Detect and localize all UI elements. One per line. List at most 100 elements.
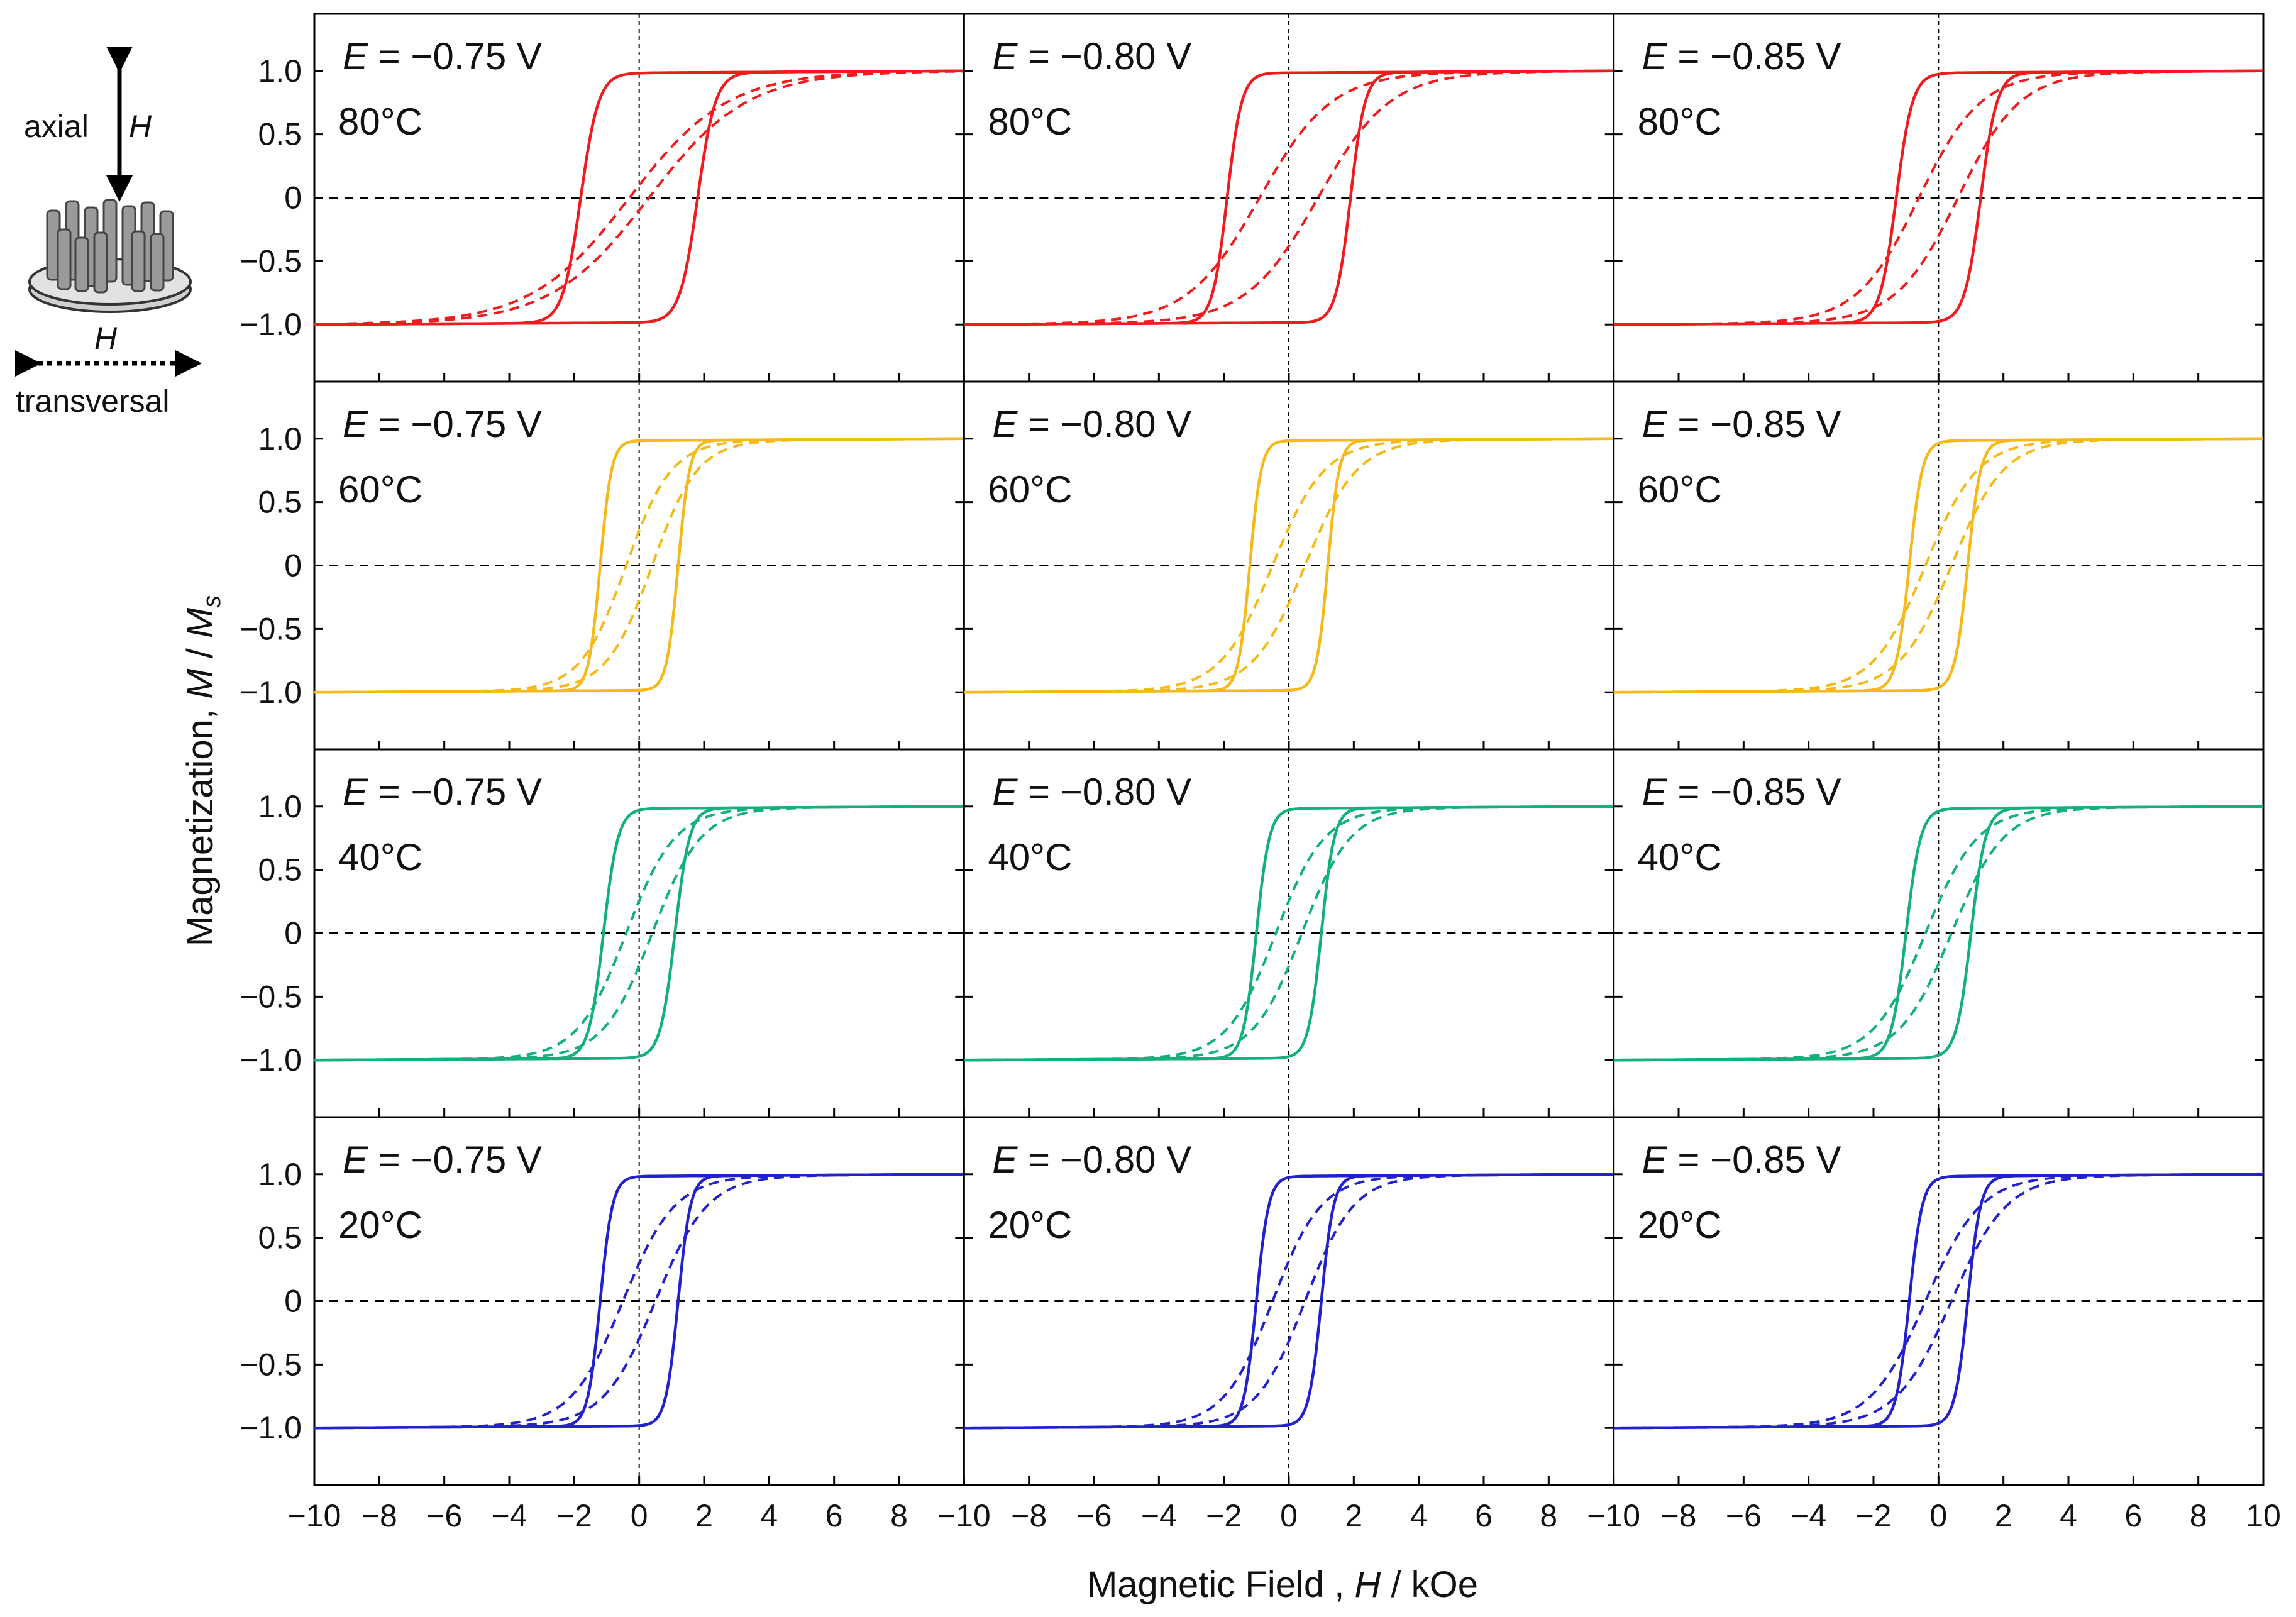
y-tick-label: −1.0 <box>240 1042 302 1078</box>
potential-symbol: E <box>343 1139 368 1181</box>
potential-symbol: E <box>992 35 1018 77</box>
potential-value: = −0.75 V <box>368 771 542 813</box>
y-tick-label: −0.5 <box>240 979 302 1014</box>
potential-value: = −0.80 V <box>1017 771 1191 813</box>
x-tick-label: −2 <box>1855 1498 1891 1533</box>
potential-symbol: E <box>992 771 1018 813</box>
y-tick-label: 0 <box>284 1284 302 1319</box>
x-tick-label: −4 <box>491 1498 527 1533</box>
transversal-word: transversal <box>16 384 170 419</box>
potential-symbol: E <box>343 771 368 813</box>
x-tick-label: 6 <box>1475 1498 1493 1533</box>
potential-value: = −0.75 V <box>368 1139 542 1181</box>
x-axis-title: Magnetic Field , H / kOe <box>1087 1564 1478 1605</box>
y-tick-label: 0 <box>284 916 302 951</box>
temperature-label: 80°C <box>338 101 422 143</box>
x-tick-label: 8 <box>2190 1498 2207 1533</box>
panel-r2-c2: E = −0.85 V 40°C <box>1613 748 2265 1118</box>
axial-loop-ascending <box>1613 437 2263 694</box>
axial-loop-ascending <box>964 437 1614 694</box>
potential-label: E = −0.85 V <box>1642 403 1841 445</box>
y-tick-label: 1.0 <box>258 53 302 89</box>
panel-r1-c2: E = −0.85 V 60°C <box>1613 380 2265 751</box>
transversal-loop-ascending <box>314 70 964 326</box>
potential-label: E = −0.85 V <box>1642 771 1841 813</box>
y-tick-label: 1.0 <box>258 1157 302 1192</box>
potential-value: = −0.75 V <box>368 35 542 77</box>
axial-symbol: H <box>129 109 152 144</box>
y-tick-label: 0.5 <box>258 485 302 520</box>
y-tick-label: −1.0 <box>240 1410 302 1445</box>
x-tick-label: 6 <box>2124 1498 2142 1533</box>
temperature-label: 20°C <box>338 1204 422 1246</box>
axial-loop-ascending <box>314 1173 964 1430</box>
y-axis-title: Magnetization, M / Ms <box>180 595 226 946</box>
x-tick-label: 4 <box>1410 1498 1428 1533</box>
x-tick-label: −6 <box>426 1498 462 1533</box>
panel-r2-c1: E = −0.80 V 40°C <box>963 748 1615 1118</box>
axial-word: axial <box>24 109 89 144</box>
potential-symbol: E <box>992 1139 1018 1181</box>
potential-symbol: E <box>992 403 1018 445</box>
temperature-label: 60°C <box>1638 468 1722 510</box>
potential-symbol: E <box>343 403 368 445</box>
y-tick-label: 0.5 <box>258 1220 302 1256</box>
panel-r2-c0: E = −0.75 V 40°C <box>313 748 965 1118</box>
x-tick-label: 6 <box>825 1498 843 1533</box>
x-tick-label: −8 <box>362 1498 397 1533</box>
potential-value: = −0.85 V <box>1667 1139 1841 1181</box>
transversal-loop-ascending <box>964 69 1614 326</box>
potential-value: = −0.85 V <box>1667 403 1841 445</box>
panel-r1-c1: E = −0.80 V 60°C <box>963 380 1615 751</box>
x-tick-label: 2 <box>1995 1498 2012 1533</box>
temperature-label: 40°C <box>1638 836 1722 878</box>
transversal-symbol: H <box>94 321 118 356</box>
axial-loop-ascending <box>964 1173 1614 1430</box>
y-tick-label: −0.5 <box>240 243 302 279</box>
temperature-label: 80°C <box>988 101 1072 143</box>
x-tick-label: −10 <box>288 1498 341 1533</box>
x-tick-label: −6 <box>1076 1498 1112 1533</box>
potential-label: E = −0.80 V <box>992 403 1191 445</box>
potential-label: E = −0.80 V <box>992 1139 1191 1181</box>
temperature-label: 40°C <box>338 836 422 878</box>
potential-label: E = −0.75 V <box>343 771 542 813</box>
temperature-label: 40°C <box>988 836 1072 878</box>
y-tick-label: 0.5 <box>258 853 302 888</box>
potential-label: E = −0.75 V <box>343 403 542 445</box>
potential-label: E = −0.85 V <box>1642 35 1841 77</box>
axial-loop-ascending <box>964 69 1614 326</box>
x-tick-label: −10 <box>937 1498 991 1533</box>
potential-symbol: E <box>1642 403 1668 445</box>
y-tick-label: 0 <box>284 548 302 583</box>
panel-r1-c0: E = −0.75 V 60°C <box>313 380 965 751</box>
nanowire-array-icon <box>28 199 192 313</box>
potential-value: = −0.80 V <box>1017 35 1191 77</box>
temperature-label: 20°C <box>988 1204 1072 1246</box>
y-tick-label: 0 <box>284 180 302 216</box>
axial-loop-ascending <box>1613 1173 2263 1430</box>
y-tick-label: 0.5 <box>258 117 302 152</box>
y-tick-label: −0.5 <box>240 611 302 646</box>
potential-symbol: E <box>1642 35 1668 77</box>
x-tick-label: −4 <box>1791 1498 1826 1533</box>
y-tick-label: −1.0 <box>240 675 302 710</box>
potential-symbol: E <box>1642 1139 1668 1181</box>
x-tick-label: 2 <box>695 1498 713 1533</box>
panel-grid: E = −0.75 V 80°C 1.0 0.5 0 −0.5 −1.0 E = −0.80 … <box>240 13 2281 1533</box>
x-tick-label: 4 <box>760 1498 778 1533</box>
x-tick-label: 8 <box>890 1498 908 1533</box>
x-tick-label: 0 <box>1280 1498 1298 1533</box>
y-tick-label: −1.0 <box>240 307 302 342</box>
axial-loop-ascending <box>314 437 964 694</box>
x-tick-label: −2 <box>1206 1498 1242 1533</box>
x-tick-label: −4 <box>1141 1498 1177 1533</box>
direction-legend: axial H H transversal <box>15 47 202 419</box>
x-tick-label: −2 <box>556 1498 592 1533</box>
x-tick-label: −8 <box>1011 1498 1047 1533</box>
x-tick-label: 10 <box>2246 1498 2281 1533</box>
potential-symbol: E <box>1642 771 1668 813</box>
y-tick-label: 1.0 <box>258 421 302 456</box>
potential-label: E = −0.85 V <box>1642 1139 1841 1181</box>
potential-label: E = −0.75 V <box>343 35 542 77</box>
